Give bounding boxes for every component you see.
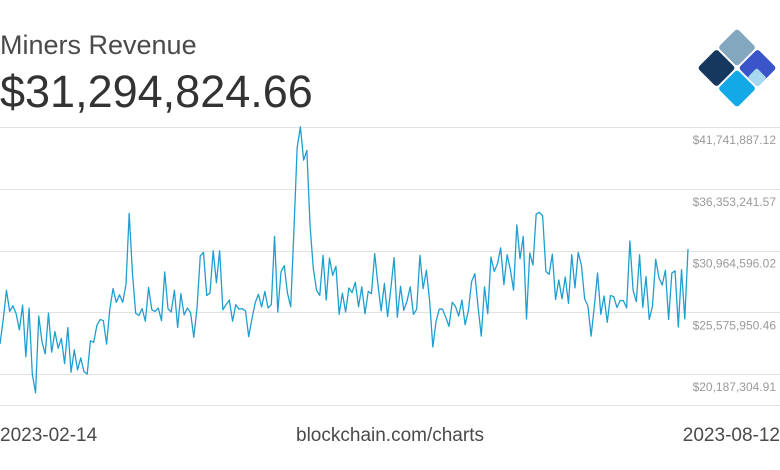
y-tick-label: $36,353,241.57: [693, 195, 777, 209]
grid-lines: [0, 127, 780, 406]
miners-revenue-line: [0, 126, 689, 394]
y-axis-ticks: $20,187,304.91 $25,575,950.46 $30,964,596.…: [693, 133, 777, 394]
y-tick-label: $30,964,596.02: [693, 257, 777, 271]
y-tick-label: $20,187,304.91: [693, 380, 777, 394]
current-value: $31,294,824.66: [0, 66, 313, 117]
y-tick-label: $41,741,887.12: [693, 133, 777, 147]
source-link[interactable]: blockchain.com/charts: [296, 425, 484, 446]
end-date-label: 2023-08-12: [682, 425, 780, 446]
y-tick-label: $25,575,950.46: [693, 318, 777, 332]
blockchain-logo-icon: [698, 29, 776, 107]
line-chart: $20,187,304.91 $25,575,950.46 $30,964,596.…: [0, 126, 780, 406]
chart-title: Miners Revenue: [0, 30, 197, 60]
start-date-label: 2023-02-14: [0, 425, 98, 446]
